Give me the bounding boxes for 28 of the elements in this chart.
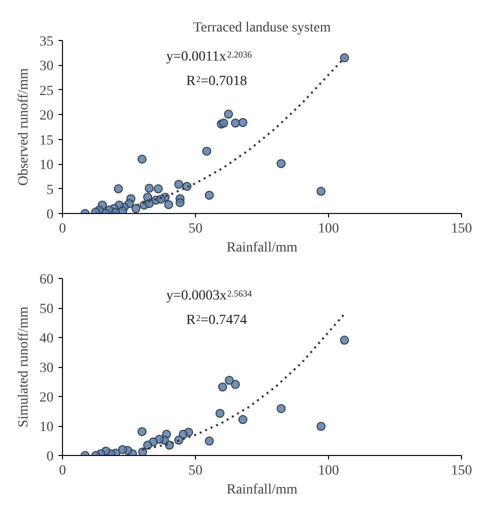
x-tick-label: 100 (318, 464, 339, 478)
x-tick-label: 50 (188, 222, 202, 236)
y-tick-label: 10 (40, 158, 54, 174)
x-axis-title: Rainfall/mm (226, 482, 298, 498)
y-tick-label: 40 (40, 332, 54, 346)
y-tick-label: 5 (46, 182, 54, 198)
y-tick-label: 30 (40, 59, 54, 74)
x-axis-title: Rainfall/mm (226, 240, 298, 256)
x-tick-label: 150 (451, 464, 472, 478)
x-tick-label: 150 (451, 222, 472, 236)
x-tick-label: 50 (188, 464, 202, 478)
y-axis-title: Observed runoff/mm (16, 68, 32, 186)
y-axis-title: Simulated runoff/mm (16, 306, 32, 428)
y-tick-label: 60 (40, 272, 54, 288)
y-tick-label: 50 (40, 302, 54, 317)
x-tick-label: 0 (59, 222, 66, 236)
chart-title: Terraced landuse system (193, 20, 331, 36)
x-tick-label: 0 (59, 464, 66, 478)
y-tick-label: 25 (40, 84, 54, 99)
y-tick-label: 15 (40, 133, 54, 148)
y-tick-label: 20 (40, 390, 54, 406)
y-tick-label: 35 (40, 34, 54, 50)
y-tick-label: 20 (40, 108, 54, 124)
y-tick-label: 10 (40, 420, 54, 435)
y-tick-label: 30 (40, 361, 54, 376)
y-tick-label: 0 (46, 208, 54, 222)
x-tick-label: 100 (318, 222, 339, 236)
y-tick-label: 0 (46, 450, 54, 464)
